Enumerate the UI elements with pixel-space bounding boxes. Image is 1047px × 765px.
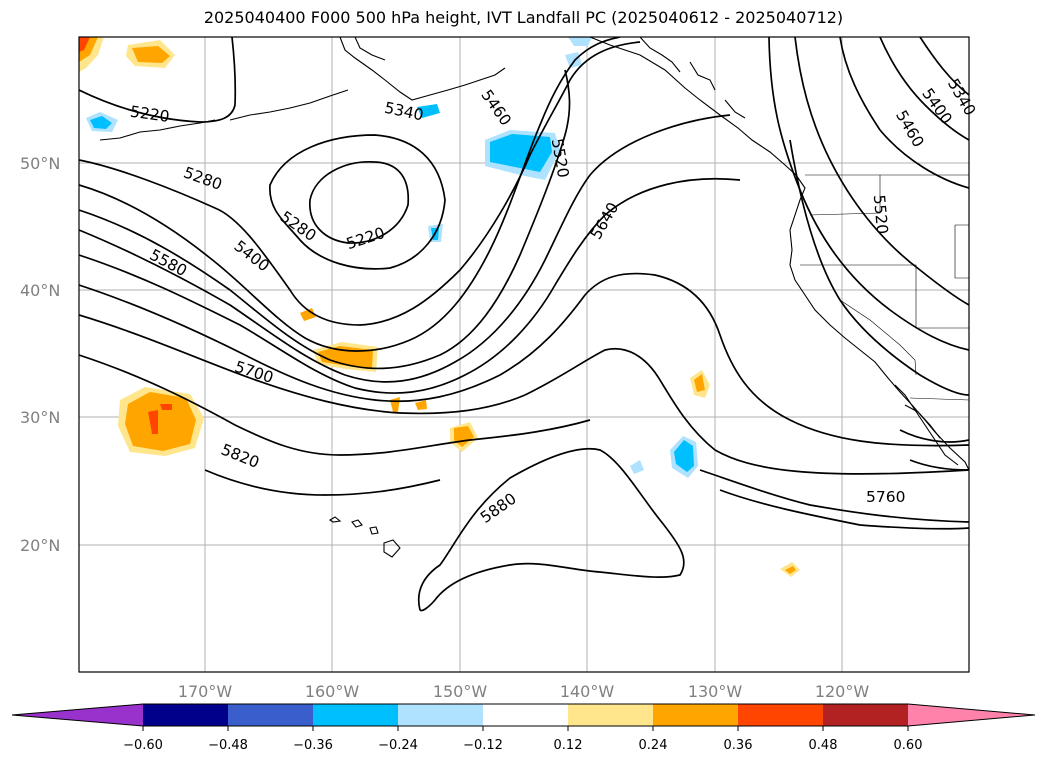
contour-label: 5220 (344, 224, 387, 253)
contour-label: 5820 (218, 440, 261, 471)
colorbar-segment (738, 704, 823, 726)
lat-label: 20°N (20, 536, 60, 555)
colorbar-segment (313, 704, 398, 726)
lon-label: 170°W (178, 682, 233, 701)
lon-label: 120°W (815, 682, 870, 701)
colorbar-tick-label: 0.60 (894, 738, 923, 753)
coastlines (99, 37, 969, 558)
colorbar-segment (483, 704, 568, 726)
lon-label: 160°W (305, 682, 360, 701)
contour-label: 5520 (548, 137, 573, 179)
colorbar-segment (143, 704, 228, 726)
contour-label: 5520 (870, 194, 891, 235)
colorbar-tick-label: 0.36 (724, 738, 753, 753)
colorbar-tick-label: −0.60 (123, 738, 163, 753)
lon-label: 150°W (433, 682, 488, 701)
map-frame (78, 36, 970, 673)
map-title: 2025040400 F000 500 hPa height, IVT Land… (203, 8, 844, 27)
longitude-labels: 170°W 160°W 150°W 140°W 130°W 120°W (178, 682, 870, 701)
lon-label: 140°W (560, 682, 615, 701)
contour-label: 5460 (892, 107, 927, 150)
contour-label: 5400 (231, 237, 273, 275)
colorbar-tick-label: −0.48 (208, 738, 248, 753)
contour-label: 5340 (383, 99, 425, 125)
colorbar-tick-label: 0.12 (554, 738, 583, 753)
contour-label: 5700 (233, 358, 276, 387)
colorbar-segment (398, 704, 483, 726)
lon-label: 130°W (688, 682, 743, 701)
contour-label: 5280 (181, 163, 224, 193)
ivt-shading (79, 37, 800, 577)
lat-label: 30°N (20, 408, 60, 427)
latitude-labels: 50°N 40°N 30°N 20°N (20, 154, 60, 555)
lat-label: 50°N (20, 154, 60, 173)
height-contours (79, 37, 969, 612)
colorbar-tick-label: −0.36 (293, 738, 333, 753)
colorbar-segment (653, 704, 738, 726)
borders (800, 174, 969, 401)
contour-label: 5220 (129, 103, 171, 126)
gridlines (79, 37, 969, 672)
colorbar-extend-left (12, 704, 143, 726)
colorbar-segment (823, 704, 908, 726)
colorbar-extend-right (908, 704, 1035, 726)
contour-label: 5460 (477, 86, 514, 129)
colorbar-tick-label: −0.12 (463, 738, 503, 753)
contour-label: 5760 (866, 488, 905, 506)
colorbar: −0.60 −0.48 −0.36 −0.24 −0.12 0.12 0.24 0.36 0.4… (11, 703, 1036, 753)
contour-label: 5880 (477, 490, 520, 527)
contour-labels: 5220 5340 5460 5520 5280 5220 5280 5400 … (129, 76, 979, 527)
colorbar-tick-label: 0.48 (809, 738, 838, 753)
contour-label: 5280 (277, 208, 320, 245)
colorbar-tick-label: 0.24 (639, 738, 668, 753)
colorbar-segment (568, 704, 653, 726)
colorbar-tick-label: −0.24 (378, 738, 418, 753)
lat-label: 40°N (20, 281, 60, 300)
contour-label: 5640 (587, 199, 622, 242)
colorbar-segment (228, 704, 313, 726)
